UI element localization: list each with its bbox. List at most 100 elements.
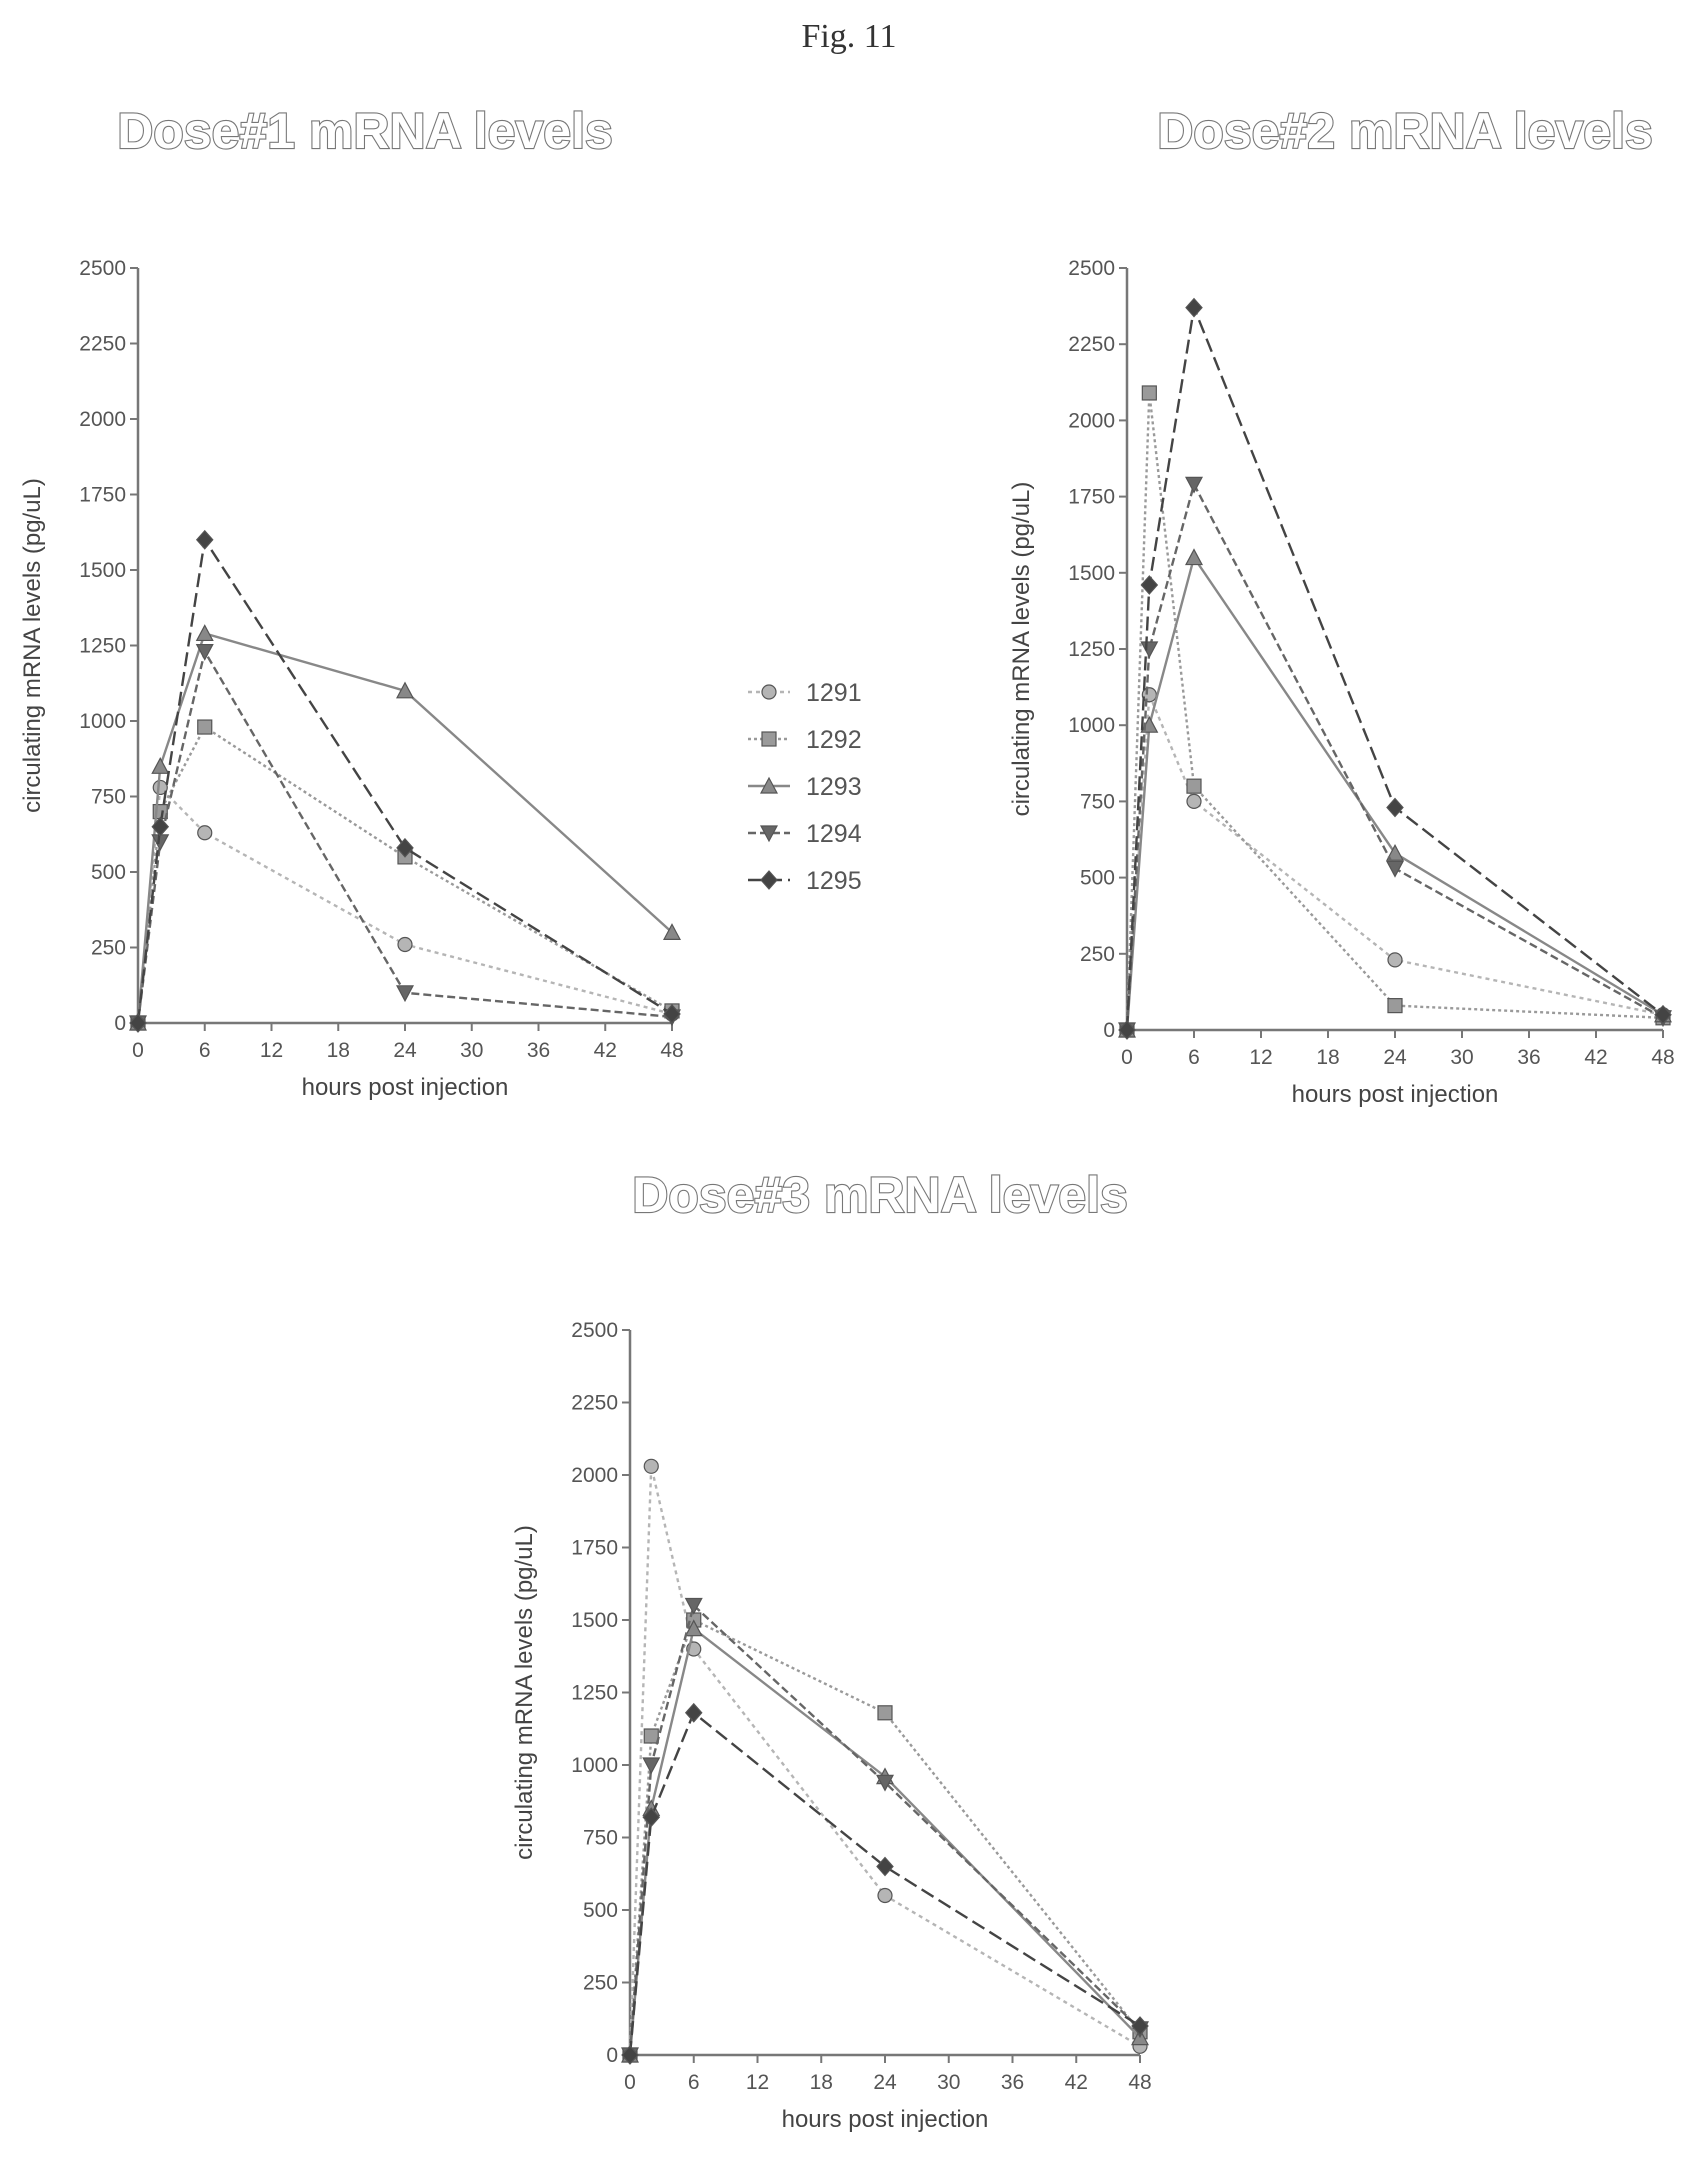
series-line [628, 1618, 1141, 2056]
data-point [642, 1757, 661, 1775]
data-point [1185, 297, 1203, 318]
x-tick-label: 0 [132, 1039, 144, 1062]
data-point [1386, 797, 1404, 818]
x-tick-label: 36 [1517, 1046, 1540, 1069]
y-tick-label: 2500 [1068, 257, 1115, 280]
x-tick-label: 6 [199, 1039, 211, 1062]
y-tick-label: 750 [583, 1827, 618, 1850]
series-1292 [1119, 385, 1671, 1038]
data-point [663, 923, 681, 941]
legend-label: 1291 [806, 679, 862, 707]
data-point [1186, 793, 1202, 810]
series-1295 [621, 1702, 1149, 2065]
x-tick-label: 24 [393, 1039, 417, 1062]
data-point [1387, 998, 1403, 1014]
data-point [684, 1702, 703, 1723]
x-tick-label: 42 [594, 1039, 617, 1062]
y-tick-label: 2500 [79, 257, 126, 280]
series-line [136, 648, 673, 1024]
x-tick-label: 24 [1383, 1046, 1407, 1069]
series-line [1125, 392, 1664, 1031]
y-tick-label: 1250 [1068, 638, 1115, 661]
y-tick-label: 1750 [1068, 486, 1115, 509]
data-point [195, 529, 214, 550]
legend-marker [760, 825, 778, 843]
data-point [1185, 476, 1203, 494]
legend-marker [760, 776, 778, 794]
legend-marker [761, 731, 777, 747]
y-tick-label: 750 [91, 786, 126, 809]
x-tick-label: 18 [327, 1039, 350, 1062]
legend-label: 1294 [806, 820, 862, 848]
x-tick-label: 48 [1651, 1046, 1674, 1069]
x-axis-label: hours post injection [302, 1074, 509, 1101]
x-tick-label: 30 [1450, 1046, 1473, 1069]
legend-item-1295: 1295 [748, 867, 862, 895]
x-tick-label: 18 [1316, 1046, 1339, 1069]
figure-label: Fig. 11 [801, 18, 897, 55]
legend-item-1291: 1291 [748, 679, 862, 707]
series-1292 [130, 719, 680, 1031]
legend-item-1292: 1292 [748, 726, 862, 754]
series-line [1125, 303, 1664, 1031]
y-tick-label: 2250 [1068, 333, 1115, 356]
data-point [877, 1705, 893, 1721]
y-tick-label: 1000 [571, 1754, 618, 1777]
x-tick-label: 48 [660, 1039, 683, 1062]
x-axis-label: hours post injection [1292, 1081, 1499, 1108]
y-tick-label: 250 [1080, 943, 1115, 966]
legend-label: 1292 [806, 726, 862, 754]
chart-title: Dose#2 mRNA levels [1157, 103, 1653, 159]
data-point [197, 719, 213, 735]
series-1291 [622, 1458, 1148, 2063]
x-tick-label: 30 [460, 1039, 483, 1062]
y-tick-label: 750 [1080, 790, 1115, 813]
data-point [195, 643, 214, 661]
series-1293 [621, 1619, 1149, 2063]
chart-dose-2: Dose#2 mRNA levels 0 250 500 750 1000 1250 1500… [1008, 102, 1675, 1108]
series-line [628, 1626, 1141, 2056]
data-point [397, 936, 413, 953]
data-point [1386, 860, 1404, 878]
data-point [876, 1774, 894, 1792]
data-point [195, 624, 214, 642]
y-tick-label: 1500 [571, 1609, 618, 1632]
data-point [396, 681, 414, 699]
data-point [1185, 548, 1203, 566]
x-tick-label: 42 [1584, 1046, 1607, 1069]
data-point [1186, 778, 1202, 794]
x-tick-label: 48 [1128, 2071, 1151, 2094]
data-point [642, 1807, 661, 1828]
series-line [628, 1603, 1141, 2056]
series-line [136, 725, 673, 1024]
x-tick-label: 6 [1188, 1046, 1200, 1069]
chart-dose-1: Dose#1 mRNA levels 0 250 500 750 1000 1250 1500… [19, 102, 684, 1101]
y-tick-label: 2500 [571, 1319, 618, 1342]
series-line [628, 1710, 1141, 2056]
data-point [152, 779, 168, 796]
y-tick-label: 0 [606, 2044, 618, 2067]
y-tick-label: 2000 [1068, 409, 1115, 432]
y-axis-label: circulating mRNA levels (pg/uL) [1008, 482, 1035, 817]
y-tick-label: 1500 [1068, 562, 1115, 585]
data-point [876, 1856, 894, 1877]
y-tick-label: 1500 [79, 559, 126, 582]
legend-item-1294: 1294 [748, 820, 862, 848]
data-point [643, 1458, 659, 1474]
data-point [129, 1013, 147, 1033]
x-tick-label: 30 [937, 2071, 960, 2094]
x-tick-label: 12 [1249, 1046, 1272, 1069]
series-line [1125, 481, 1664, 1031]
legend-label: 1293 [806, 773, 862, 801]
y-tick-label: 500 [1080, 867, 1115, 890]
chart-title: Dose#3 mRNA levels [632, 1167, 1128, 1223]
y-tick-label: 1250 [571, 1682, 618, 1705]
legend-marker [760, 870, 778, 890]
data-point [877, 1887, 893, 1904]
data-point [396, 985, 414, 1003]
y-tick-label: 250 [583, 1972, 618, 1995]
legend-marker [761, 684, 777, 700]
series-1295 [1118, 297, 1672, 1040]
y-tick-label: 0 [114, 1012, 126, 1035]
